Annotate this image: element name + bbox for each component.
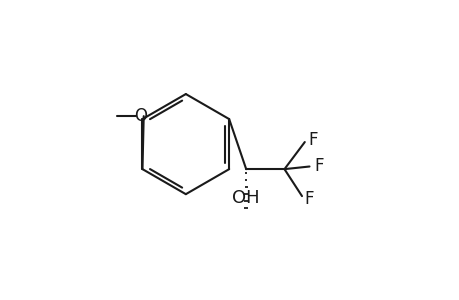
Text: F: F [308,131,317,149]
Text: O: O [134,107,146,125]
Text: OH: OH [232,189,259,207]
Text: F: F [313,157,323,175]
Text: F: F [304,190,313,208]
